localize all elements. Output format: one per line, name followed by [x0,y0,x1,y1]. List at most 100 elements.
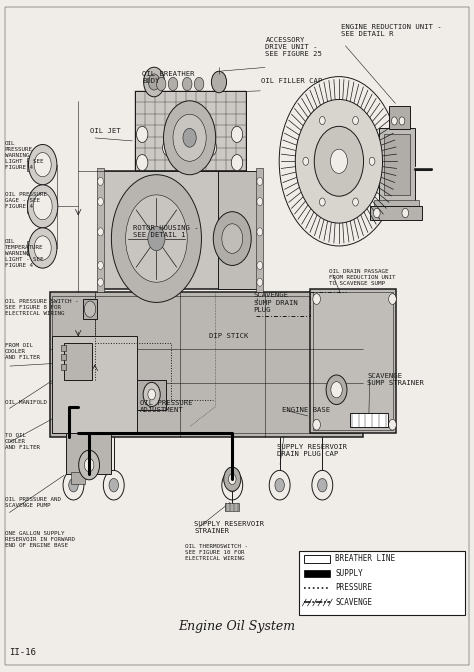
Circle shape [275,478,284,492]
Bar [304,570,330,577]
Bar [374,200,419,210]
Circle shape [257,198,263,206]
Circle shape [84,301,96,317]
Circle shape [183,128,196,147]
Circle shape [148,389,155,400]
Circle shape [231,155,243,171]
Text: FROM OIL
COOLER
AND FILTER: FROM OIL COOLER AND FILTER [5,343,40,360]
Text: Engine Oil System: Engine Oil System [178,620,296,633]
Text: OIL
PRESSURE
WARNING
LIGHT - SEE
FIGURE 4: OIL PRESSURE WARNING LIGHT - SEE FIGURE … [5,141,43,170]
Bar [379,128,415,202]
Text: SCAVENGE: SCAVENGE [335,598,372,607]
Text: SUPPLY RESERVOIR
STRAINER: SUPPLY RESERVOIR STRAINER [194,521,264,534]
Circle shape [319,116,325,124]
Circle shape [389,294,396,304]
Circle shape [98,177,103,185]
Circle shape [303,157,309,165]
Circle shape [63,470,84,500]
Text: OIL DRAIN PASSAGE
FROM REDUCTION UNIT
TO SCAVENGE SUMP: OIL DRAIN PASSAGE FROM REDUCTION UNIT TO… [329,269,396,286]
Circle shape [205,140,217,156]
Circle shape [313,419,320,430]
Text: OIL MANIFOLD: OIL MANIFOLD [5,400,47,405]
Bar [27,200,32,213]
Circle shape [389,419,396,430]
Circle shape [257,261,263,269]
Text: OIL PRESSURE
ADJUSTMENT: OIL PRESSURE ADJUSTMENT [140,400,192,413]
Bar [218,171,258,289]
Text: DIP STICK: DIP STICK [209,333,248,339]
Circle shape [228,474,236,485]
Bar [83,299,97,319]
Circle shape [369,157,375,165]
Bar [135,91,246,171]
Circle shape [144,67,164,97]
Text: OIL JET: OIL JET [90,128,121,134]
Circle shape [314,126,364,196]
Circle shape [318,478,327,492]
Bar [137,380,166,410]
Circle shape [168,77,178,91]
Bar [61,364,66,370]
Text: ENGINE BASE: ENGINE BASE [282,407,330,413]
Circle shape [295,99,383,223]
Bar [225,503,239,511]
Text: PRESSURE: PRESSURE [335,583,372,593]
Circle shape [257,177,263,185]
Text: OIL PRESSURE AND
SCAVENGE PUMP: OIL PRESSURE AND SCAVENGE PUMP [5,497,61,508]
Circle shape [228,478,237,492]
Bar [389,106,410,129]
Bar [64,343,92,380]
Circle shape [98,198,103,206]
Circle shape [34,153,51,177]
Bar [27,158,32,171]
Circle shape [326,375,347,405]
Bar [66,433,111,474]
Bar [100,171,246,289]
Circle shape [148,226,165,251]
Circle shape [28,144,57,185]
Circle shape [109,478,118,492]
Circle shape [143,382,160,407]
Circle shape [98,228,103,236]
Text: OIL BREATHER
BODY: OIL BREATHER BODY [142,71,195,84]
Circle shape [399,117,405,125]
Bar [97,168,104,292]
Circle shape [211,71,227,93]
Circle shape [137,155,148,171]
Circle shape [331,382,342,398]
Circle shape [319,198,325,206]
Circle shape [353,198,358,206]
Bar [370,206,422,220]
Circle shape [163,140,174,156]
Text: OIL
TEMPERATURE
WARNING
LIGHT - SEE
FIGURE 4: OIL TEMPERATURE WARNING LIGHT - SEE FIGU… [5,239,43,267]
Bar [350,413,388,427]
Circle shape [173,114,206,161]
Circle shape [103,470,124,500]
Circle shape [374,208,380,218]
Circle shape [392,117,397,125]
Circle shape [164,101,216,175]
Circle shape [222,470,243,500]
Circle shape [330,149,347,173]
Text: SUPPLY: SUPPLY [335,569,363,578]
Circle shape [402,208,409,218]
Bar [71,472,85,484]
Bar [61,345,66,351]
Circle shape [313,294,320,304]
Text: SCAVENGE
SUMP DRAIN
PLUG: SCAVENGE SUMP DRAIN PLUG [254,292,297,313]
Circle shape [98,261,103,269]
Circle shape [224,467,241,491]
Circle shape [79,450,100,480]
Circle shape [126,195,187,282]
Bar [61,354,66,360]
Bar [50,292,363,437]
Circle shape [148,74,160,90]
Text: OIL THERMOSWITCH -
SEE FIGURE 10 FOR
ELECTRICAL WIRING: OIL THERMOSWITCH - SEE FIGURE 10 FOR ELE… [185,544,248,561]
Circle shape [69,478,78,492]
Text: OIL PRESSURE
GAGE - SEE
FIGURE 4: OIL PRESSURE GAGE - SEE FIGURE 4 [5,192,47,208]
Bar [52,336,137,433]
Bar [256,168,263,292]
Bar [304,555,330,562]
Circle shape [279,77,399,246]
Circle shape [257,278,263,286]
